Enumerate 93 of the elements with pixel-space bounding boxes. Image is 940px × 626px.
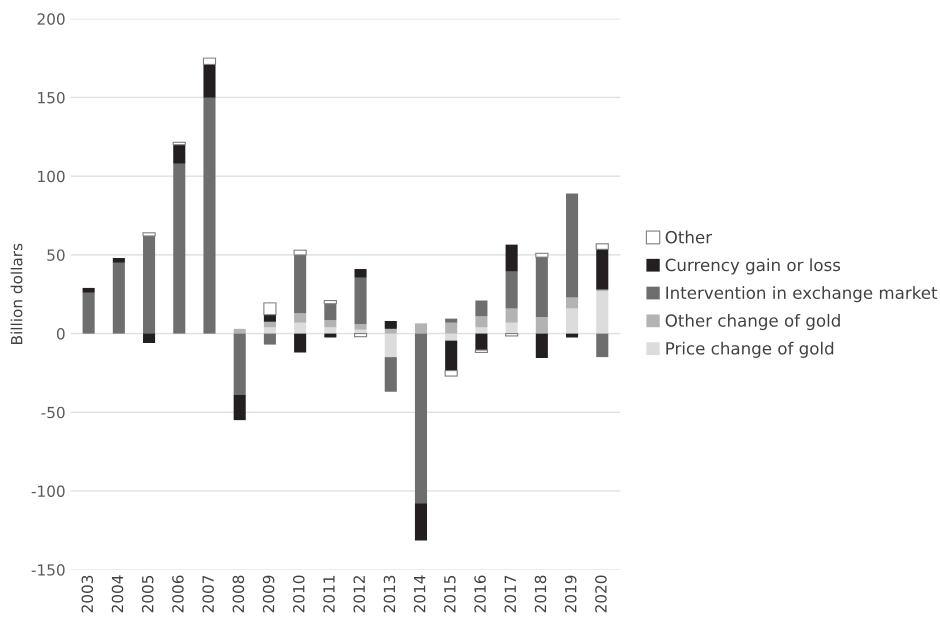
y-tick-label: 150 (38, 92, 65, 104)
x-tick-label: 2014 (414, 575, 426, 612)
bar (82, 292, 95, 334)
bar (506, 271, 518, 308)
bar (324, 304, 336, 320)
bar (596, 243, 609, 250)
bar (384, 357, 397, 392)
x-tick-label: 2004 (112, 575, 124, 612)
bar (324, 334, 336, 338)
legend-label: Other change of gold (666, 314, 840, 330)
bar (324, 300, 337, 304)
x-tick-label: 2017 (504, 576, 516, 612)
y-tick-label: 50 (47, 249, 65, 261)
bar (264, 322, 276, 328)
y-tick-label: 0 (56, 328, 65, 340)
bar (202, 58, 216, 65)
x-tick-label: 2013 (384, 576, 396, 612)
bar (112, 262, 125, 334)
bar (264, 314, 276, 322)
bar (414, 334, 428, 504)
bar (143, 236, 156, 334)
y-tick-label: 100 (38, 170, 65, 182)
bar (143, 334, 156, 344)
bar (203, 64, 216, 98)
bar (234, 328, 246, 334)
bar (566, 334, 578, 338)
y-tick-label: -100 (32, 485, 65, 497)
bar (506, 244, 518, 272)
bar (294, 250, 307, 256)
bar (596, 334, 608, 358)
bar (172, 142, 186, 146)
bar (445, 322, 458, 334)
bar (535, 252, 548, 258)
bar (234, 394, 246, 420)
bar (112, 258, 125, 263)
bar (82, 288, 95, 293)
bar (596, 249, 608, 290)
legend-label: Intervention in exchange market (666, 286, 938, 302)
legend-label: Other (666, 230, 712, 244)
bar (142, 232, 156, 237)
x-tick-label: 2008 (232, 576, 244, 612)
bar (384, 320, 397, 329)
bar (506, 308, 518, 323)
bar (324, 320, 336, 328)
bar (444, 370, 458, 377)
bar (173, 144, 186, 164)
legend-label: Currency gain or loss (666, 258, 840, 274)
bar (475, 300, 488, 316)
x-tick-label: 2018 (534, 576, 546, 612)
x-tick-label: 2010 (293, 576, 305, 612)
x-tick-label: 2020 (595, 576, 607, 612)
bar (354, 333, 368, 338)
y-tick-label: -50 (41, 406, 65, 418)
bar (566, 193, 578, 298)
bar (536, 257, 548, 318)
bar (354, 269, 367, 278)
x-tick-label: 2016 (474, 575, 486, 612)
bar (414, 504, 428, 541)
bar (294, 254, 306, 314)
bar (474, 350, 488, 354)
bar (566, 297, 578, 308)
y-tick-label: 200 (38, 13, 65, 25)
x-tick-label: 2012 (353, 576, 365, 612)
bar (173, 164, 186, 334)
bar (263, 302, 277, 316)
x-tick-label: 2009 (262, 576, 274, 612)
bar (264, 334, 276, 345)
bar (505, 333, 518, 336)
bar (536, 334, 548, 358)
legend-label: Price change of gold (666, 342, 834, 358)
bar (203, 97, 216, 334)
bar (234, 334, 246, 395)
x-tick-label: 2015 (444, 576, 456, 612)
x-tick-label: 2019 (564, 576, 576, 612)
y-tick-label: -150 (32, 564, 65, 576)
x-tick-label: 2003 (82, 576, 94, 612)
bar (506, 322, 518, 334)
bar (384, 328, 397, 334)
bar (536, 317, 548, 334)
x-tick-label: 2007 (202, 576, 214, 612)
x-tick-label: 2006 (172, 575, 184, 612)
bar (294, 334, 306, 352)
bar (475, 334, 488, 350)
bar (475, 316, 488, 328)
bar (354, 324, 367, 330)
bar (445, 340, 458, 371)
bar (294, 313, 306, 323)
bar (414, 323, 428, 334)
bar (354, 278, 367, 324)
x-tick-label: 2005 (142, 576, 154, 612)
bar (445, 318, 458, 323)
y-axis-title: Billion dollars (10, 244, 22, 344)
x-tick-label: 2011 (323, 576, 335, 612)
